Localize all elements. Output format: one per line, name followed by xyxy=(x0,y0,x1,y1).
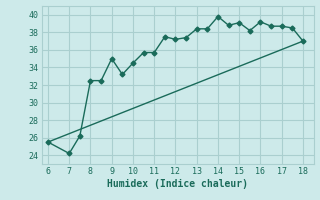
X-axis label: Humidex (Indice chaleur): Humidex (Indice chaleur) xyxy=(107,179,248,189)
